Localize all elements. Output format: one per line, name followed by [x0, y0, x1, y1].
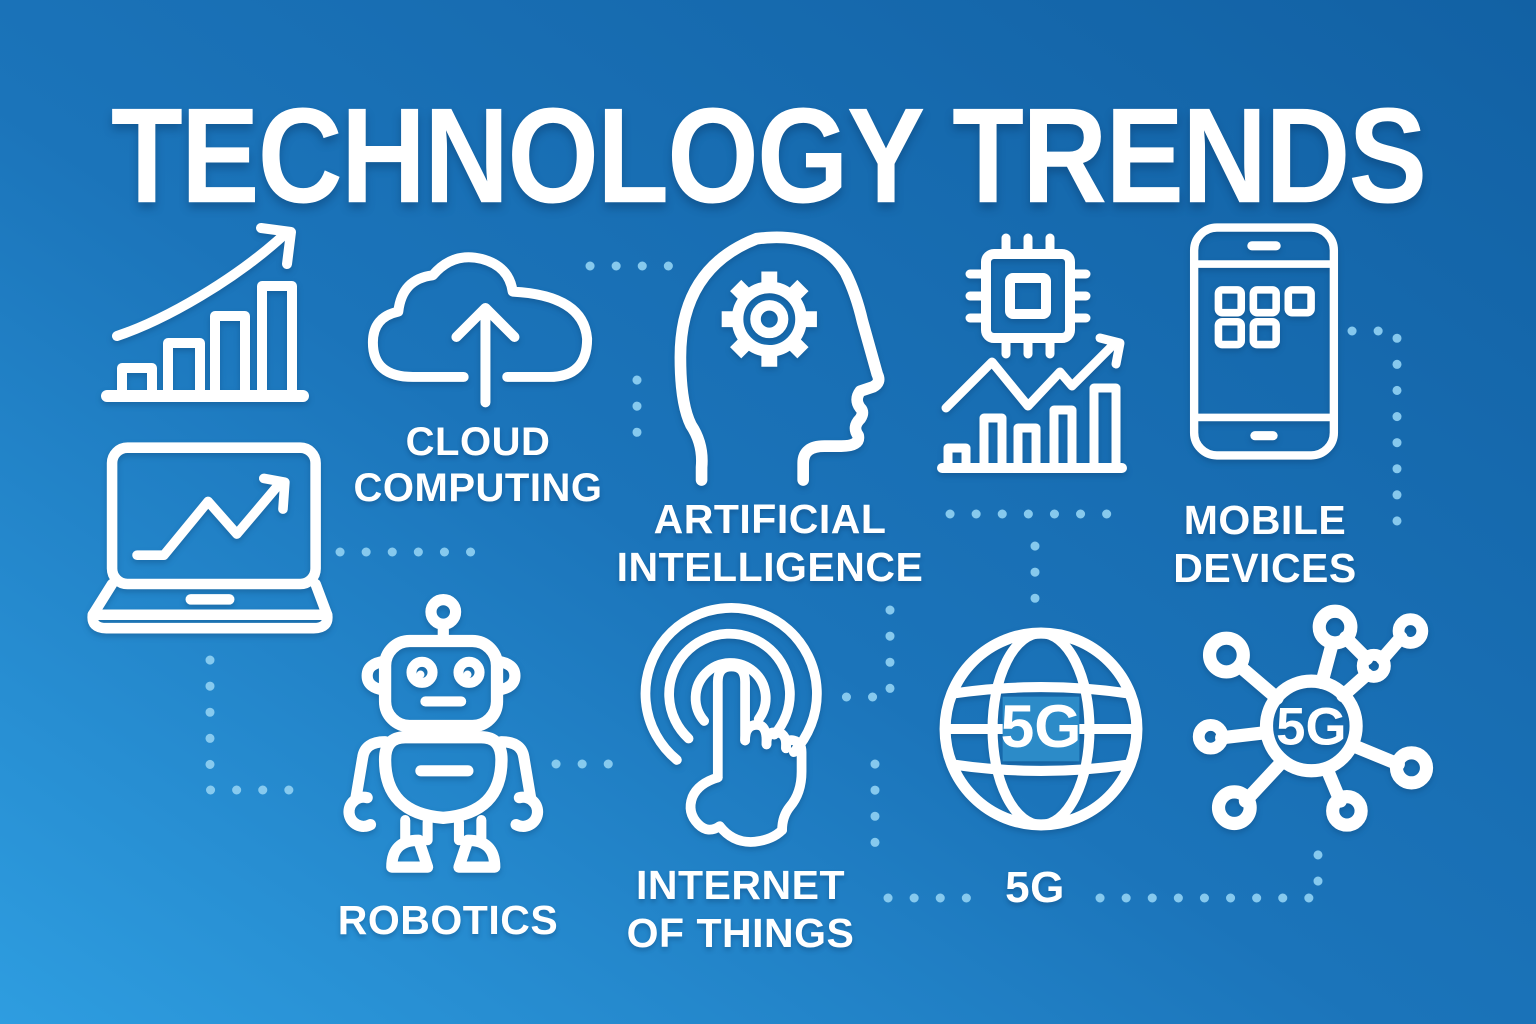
trend-robotics	[338, 594, 562, 885]
network-5g-text: 5G	[1276, 697, 1346, 756]
trend-label-mobile-devices: MOBILE DEVICES	[1143, 497, 1387, 592]
smartphone-apps-icon	[1189, 223, 1339, 460]
label-line: ARTIFICIAL	[653, 496, 887, 542]
trend-chip-growth	[932, 228, 1132, 478]
label-line: ROBOTICS	[337, 897, 559, 943]
label-line: MOBILE	[1183, 497, 1347, 543]
trend-label-cloud-computing: CLOUD COMPUTING	[352, 419, 604, 512]
globe-text-plate	[1002, 696, 1080, 762]
trend-analytics-laptop	[85, 440, 335, 634]
label-line: CLOUD	[405, 420, 551, 464]
dotted-connector	[205, 655, 300, 795]
trend-internet-of-things	[632, 603, 827, 871]
label-line: INTERNET	[636, 862, 845, 908]
trend-cloud-computing	[362, 246, 598, 428]
head-with-gear-icon	[674, 231, 885, 486]
bar-chart-rising-arrow-icon	[101, 223, 309, 402]
label-line: OF THINGS	[626, 909, 855, 956]
network-nodes-5g-icon: 5G	[1192, 604, 1434, 832]
dotted-connector	[1095, 845, 1323, 903]
trend-growth-chart	[95, 216, 315, 416]
label-line: DEVICES	[1173, 544, 1357, 591]
trend-five-g-network: 5G	[1192, 604, 1457, 838]
dotted-connector	[823, 605, 895, 702]
label-line: COMPUTING	[353, 466, 603, 511]
trend-label-robotics: ROBOTICS	[328, 897, 568, 945]
cloud-upload-icon	[367, 252, 593, 408]
trend-mobile-devices	[1188, 220, 1340, 463]
globe-5g-icon: 5G	[939, 627, 1143, 831]
page-title: TECHNOLOGY TRENDS	[110, 80, 1427, 233]
touch-finger-icon	[640, 603, 822, 847]
trend-label-internet-of-things: INTERNET OF THINGS	[618, 862, 863, 957]
laptop-growth-chart-icon	[87, 442, 333, 634]
label-line: 5G	[1005, 863, 1065, 912]
dotted-connector	[1347, 326, 1402, 537]
globe-5g-text: 5G	[1001, 692, 1082, 760]
robot-icon	[343, 594, 544, 873]
cpu-chip-with-chart-icon	[937, 233, 1127, 473]
label-line: INTELLIGENCE	[616, 543, 924, 590]
trend-artificial-intelligence	[674, 226, 888, 486]
trend-five-g: 5G	[936, 624, 1146, 834]
trend-label-artificial-intelligence: ARTIFICIAL INTELLIGENCE	[608, 496, 932, 591]
trend-label-five-g: 5G	[980, 862, 1090, 913]
